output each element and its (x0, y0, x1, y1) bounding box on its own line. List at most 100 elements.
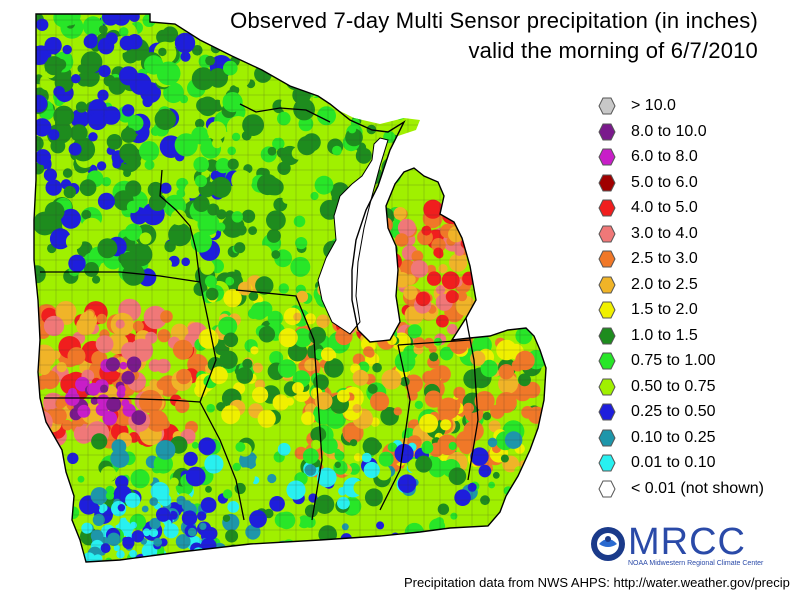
precip-cell (444, 486, 457, 500)
precip-cell (227, 158, 239, 170)
precip-cell (453, 386, 466, 399)
precip-cell (70, 124, 88, 142)
precip-cell (142, 528, 151, 537)
precip-cell (413, 337, 425, 349)
precip-cell (125, 180, 142, 197)
precip-cell (193, 195, 210, 212)
precip-cell (377, 60, 390, 74)
precip-cell (102, 411, 118, 426)
precip-cell (304, 313, 316, 325)
precip-cell (223, 60, 238, 76)
precip-cell (267, 146, 277, 156)
precip-cell (426, 271, 442, 286)
precip-cell (106, 397, 122, 412)
precip-cell (301, 72, 319, 90)
legend-label: 3.0 to 4.0 (631, 224, 698, 242)
legend-swatch (598, 225, 616, 242)
precip-cell (149, 517, 161, 530)
precip-cell (113, 544, 121, 552)
precip-cell (321, 437, 338, 454)
precip-cell (231, 132, 241, 142)
precip-cell (154, 108, 176, 131)
precip-cell (197, 213, 220, 236)
precip-cell (221, 405, 241, 425)
precip-cell (231, 169, 253, 191)
precip-cell (90, 99, 107, 116)
precip-cell (302, 448, 319, 464)
precip-cell (394, 351, 416, 373)
precip-cell (360, 252, 375, 267)
legend-item: 0.01 to 0.10 (598, 451, 716, 475)
precip-cell (505, 551, 514, 560)
precip-cell (36, 18, 49, 31)
precip-cell (359, 271, 370, 282)
precip-cell (119, 66, 139, 86)
precip-cell (71, 74, 81, 84)
precip-cell (205, 55, 216, 66)
precip-cell (99, 507, 106, 514)
precip-cell (392, 105, 407, 120)
precip-cell (62, 419, 73, 431)
precip-cell (143, 305, 167, 330)
precip-cell (75, 101, 88, 113)
precip-cell (34, 265, 46, 284)
precip-cell (429, 352, 439, 362)
precip-cell (350, 439, 358, 447)
precip-cell (461, 537, 479, 556)
precip-cell (366, 223, 379, 235)
precip-cell (119, 35, 135, 51)
precip-cell (337, 389, 350, 403)
precip-cell (34, 375, 49, 390)
precip-cell (183, 451, 198, 466)
precip-cell (346, 59, 360, 73)
precip-cell (377, 217, 393, 233)
precip-cell (331, 546, 345, 559)
precip-cell (431, 552, 442, 562)
legend-item: 0.75 to 1.00 (598, 349, 716, 373)
precip-cell (214, 554, 225, 562)
precip-cell (456, 218, 468, 229)
precip-cell (360, 237, 379, 255)
precip-cell (403, 285, 418, 300)
precip-cell (149, 379, 159, 389)
precip-cell (67, 347, 86, 366)
precip-cell (389, 57, 409, 77)
precip-cell (415, 291, 431, 307)
precip-cell (76, 72, 91, 87)
precip-cell (204, 275, 218, 288)
precip-cell (431, 238, 446, 253)
precip-cell (374, 238, 385, 249)
precip-cell (381, 369, 402, 390)
precip-cell (480, 359, 498, 378)
precip-cell (394, 443, 414, 464)
precip-cell (129, 14, 140, 22)
precip-cell (316, 314, 330, 329)
precip-cell (121, 371, 135, 385)
precip-cell (267, 310, 283, 326)
precip-cell (370, 391, 390, 411)
precip-cell (296, 290, 309, 303)
precip-cell (386, 258, 397, 268)
precip-cell (514, 525, 524, 536)
precip-cell (190, 231, 212, 253)
precip-cell (474, 391, 495, 412)
precip-cell (367, 383, 378, 394)
precip-cell (88, 132, 98, 142)
precip-cell (341, 523, 349, 531)
precip-cell (429, 368, 442, 382)
precip-cell (184, 182, 201, 199)
precip-cell (199, 554, 214, 562)
precip-cell (97, 238, 118, 259)
legend-swatch (598, 174, 616, 191)
legend-label: 0.50 to 0.75 (631, 377, 716, 395)
precip-cell (488, 420, 501, 433)
precip-cell (60, 373, 82, 395)
precip-cell (437, 397, 460, 420)
precip-cell (81, 452, 98, 469)
precip-cell (454, 246, 465, 256)
precip-cell (407, 324, 422, 339)
precip-cell (216, 402, 226, 412)
precip-cell (62, 44, 72, 55)
legend-label: 6.0 to 8.0 (631, 148, 698, 165)
